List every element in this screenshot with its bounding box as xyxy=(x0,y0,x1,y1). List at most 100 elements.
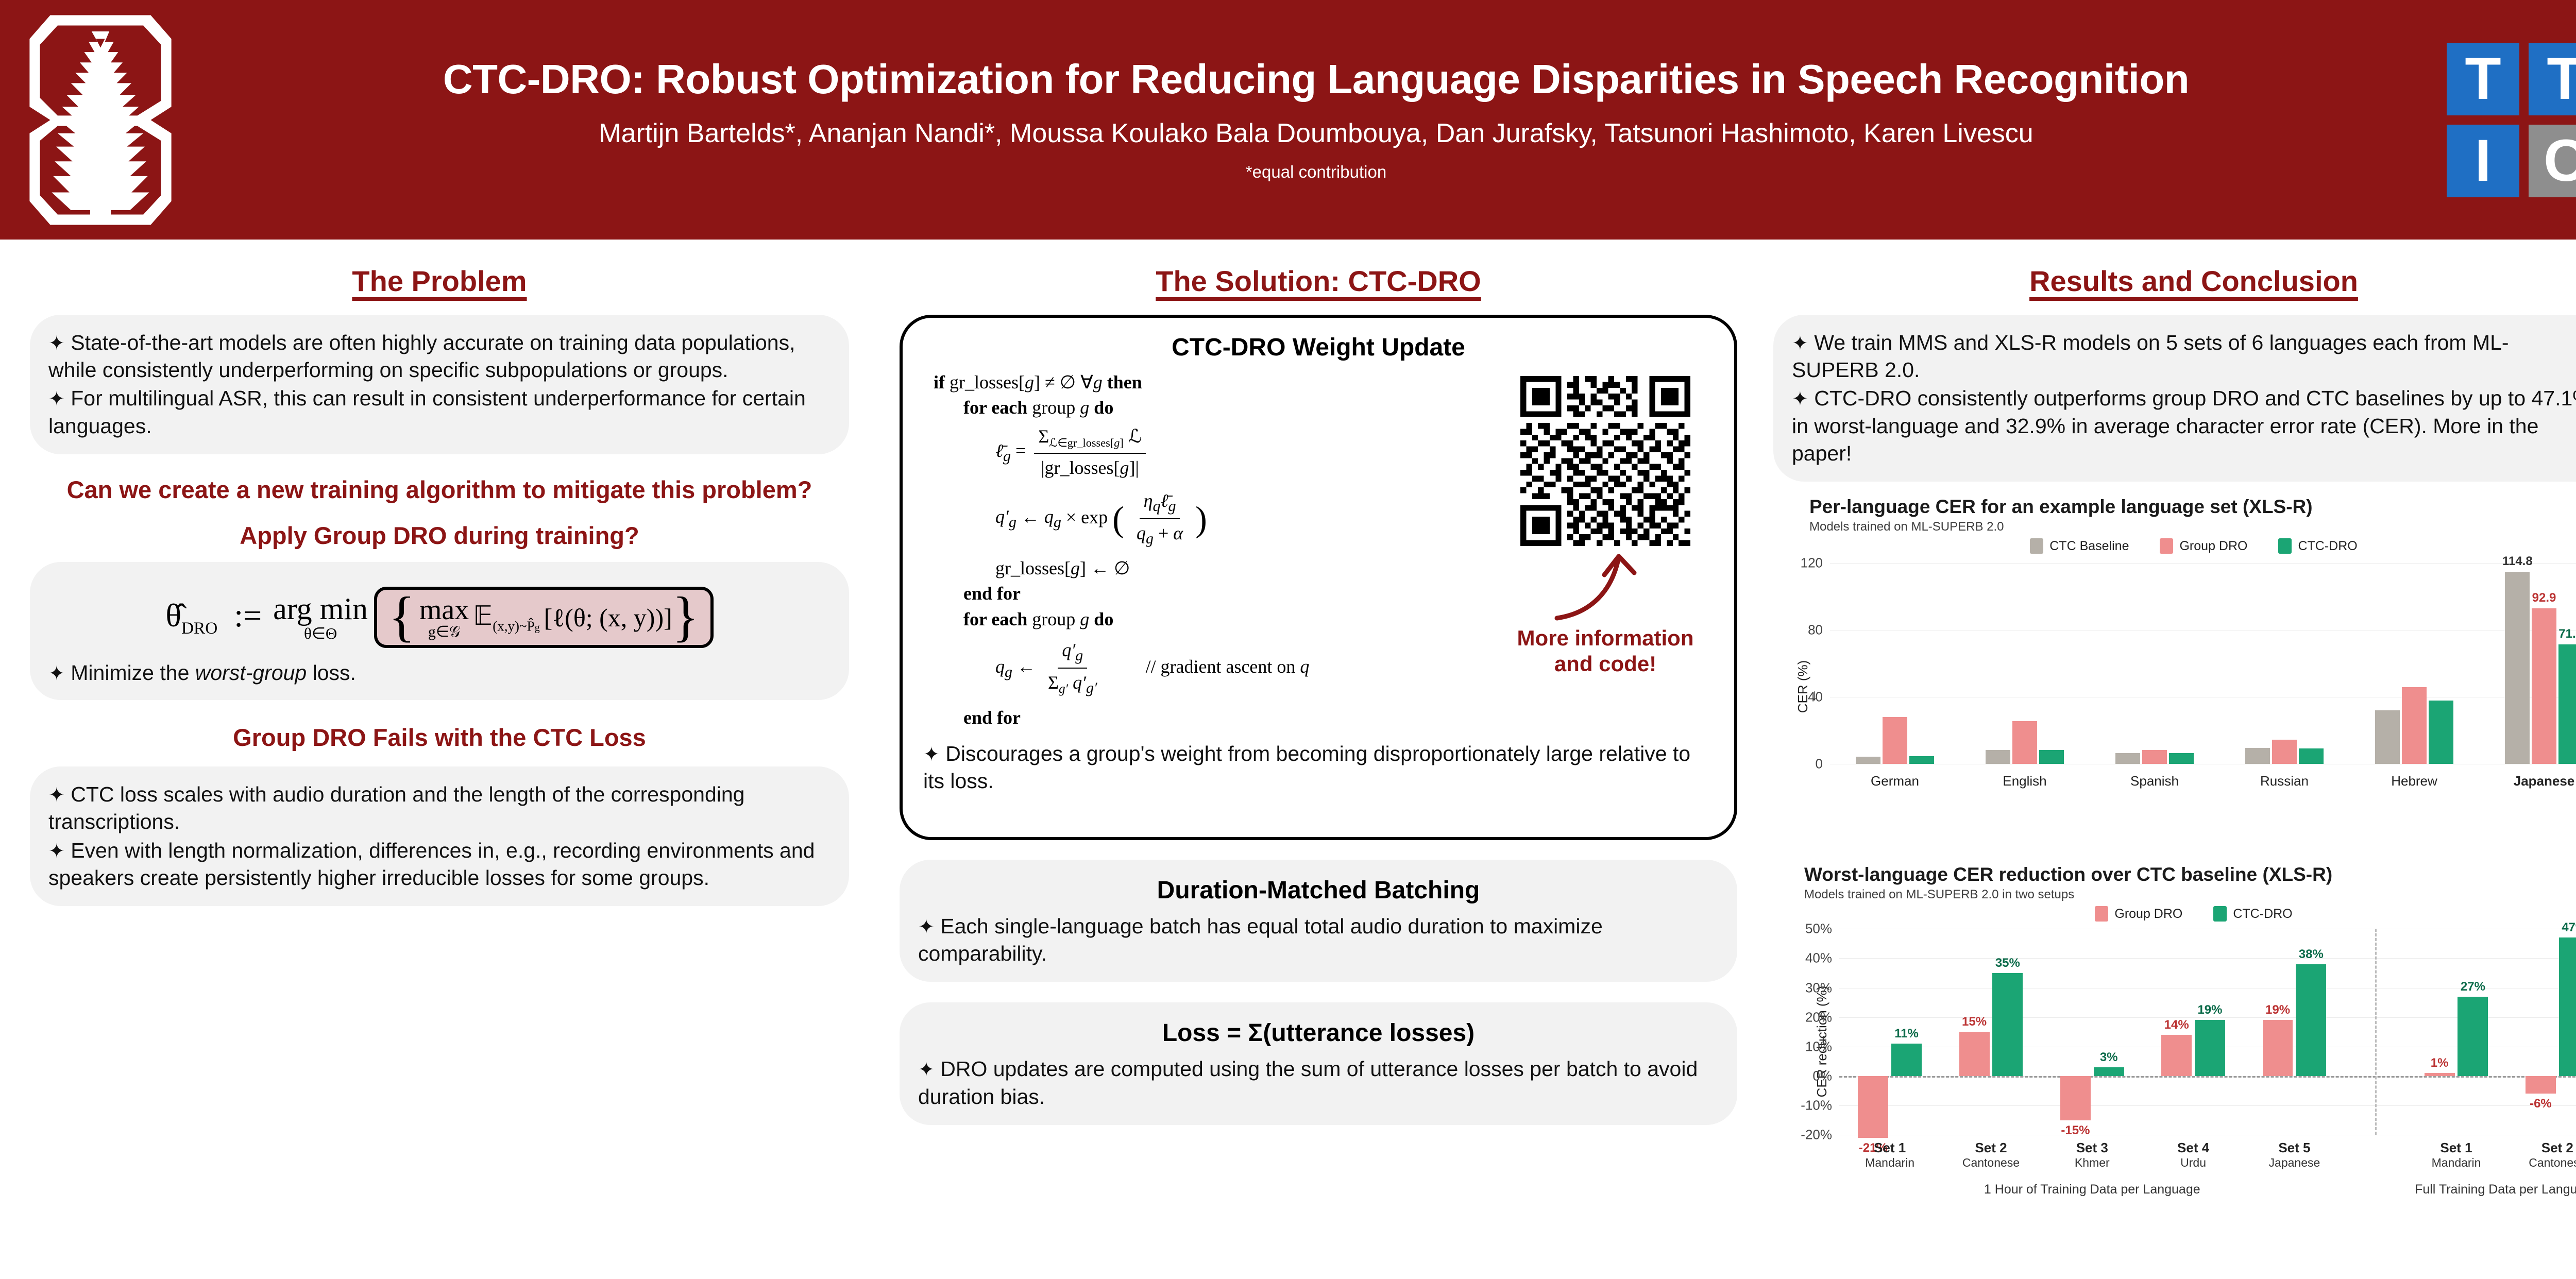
duration-batching-title: Duration-Matched Batching xyxy=(1157,876,1480,904)
fail-bullet-2: ✦ Even with length normalization, differ… xyxy=(48,838,815,890)
chart2-xtick-set: Set 2 xyxy=(2541,1140,2573,1156)
chart1-bar xyxy=(2532,608,2556,764)
chart1-bar-value-label: 114.8 xyxy=(2502,554,2533,569)
chart2-bar xyxy=(2424,1073,2455,1076)
chart2-xtick-lang: Cantonese xyxy=(1962,1156,2020,1170)
legend-swatch-ctc-dro xyxy=(2278,538,2292,554)
chart2-plot: CER reduction (%) ↑ -20% -10% 0% 10% 20% 30% 4… xyxy=(1773,920,2576,1214)
chart2-xtick-lang: Mandarin xyxy=(2431,1156,2481,1170)
chart2-panel-divider xyxy=(2375,929,2377,1135)
chart2-bar xyxy=(2060,1076,2091,1120)
chart2-bar-value-label: 14% xyxy=(2164,1017,2189,1032)
chart2-bar-value-label: 3% xyxy=(2099,1050,2118,1064)
column-problem: The Problem ✦ State-of-the-art models ar… xyxy=(0,240,879,1279)
section-heading-solution: The Solution: CTC-DRO xyxy=(1156,265,1481,297)
legend-swatch-ctc-dro-2 xyxy=(2213,906,2227,922)
results-bullet-1: ✦ We train MMS and XLS-R models on 5 set… xyxy=(1792,330,2509,382)
formula-left-brace: { xyxy=(388,586,415,648)
algo-line-endfor1: end for xyxy=(963,583,1021,604)
algo-line-reset: gr_losses[g] ← ∅ xyxy=(995,557,1130,578)
poster-header: CTC-DRO: Robust Optimization for Reducin… xyxy=(0,0,2576,240)
formula-right-brace: } xyxy=(672,586,699,648)
chart1-bar xyxy=(1883,717,1907,764)
chart2-xtick-lang: Mandarin xyxy=(1865,1156,1915,1170)
formula-max: max g∈𝒢 xyxy=(419,593,469,640)
algorithm-body: if gr_losses[g] ≠ ∅ ∀g then for each gro… xyxy=(923,370,1714,731)
chart2-xtick-set: Set 1 xyxy=(2440,1140,2472,1156)
chart2-ytick: -10% xyxy=(1801,1097,1832,1113)
algorithm-card: CTC-DRO Weight Update if gr_losses[g] ≠ … xyxy=(900,314,1737,840)
ctc-failure-card: ✦ CTC loss scales with audio duration an… xyxy=(30,766,849,907)
chart1-subtitle: Models trained on ML-SUPERB 2.0 xyxy=(1809,520,2004,534)
results-bullet-2: ✦ CTC-DRO consistently outperforms group… xyxy=(1792,386,2576,465)
poster-body: The Problem ✦ State-of-the-art models ar… xyxy=(0,240,2576,1279)
chart2-ytick: 20% xyxy=(1805,1009,1832,1025)
chart2-ytick: 50% xyxy=(1805,920,1832,936)
formula-lhs: θ̂DRO := xyxy=(165,597,262,638)
chart2-xtick: Set 4 Urdu xyxy=(2177,1140,2209,1170)
qr-code[interactable] xyxy=(1520,376,1690,546)
equal-contribution-note: *equal contribution xyxy=(1245,162,1387,182)
chart2-bar xyxy=(2262,1020,2293,1076)
ttic-cell-c: C xyxy=(2529,124,2576,197)
chart2-gridline xyxy=(1839,958,2576,959)
chart2-xtick-lang: Cantonese xyxy=(2529,1156,2576,1170)
chart2-axis: -20% -10% 0% 10% 20% 30% 40% 50% -21% 11% 15% 35% -1… xyxy=(1801,920,2576,1155)
legend-swatch-ctc-baseline xyxy=(2030,538,2044,554)
chart2-gridline xyxy=(1839,1017,2576,1018)
chart2-bar-value-label: 15% xyxy=(1962,1015,1987,1029)
chart1-xtick: English xyxy=(2003,773,2047,789)
chart1-legend-item-1: Group DRO xyxy=(2160,538,2247,554)
chart2-bar-value-label: -6% xyxy=(2530,1097,2552,1111)
ttic-cell-i: I xyxy=(2447,124,2519,197)
loss-sum-title: Loss = Σ(utterance losses) xyxy=(1162,1019,1475,1047)
chart2-xtick-set: Set 3 xyxy=(2076,1140,2108,1156)
curved-arrow-icon xyxy=(1554,554,1637,621)
groupdro-formula: θ̂DRO := arg min θ∈Θ { max g∈𝒢 𝔼(x,y)~P̂… xyxy=(48,586,831,648)
column-results: Results and Conclusion ✦ We train MMS an… xyxy=(1758,240,2576,1279)
duration-batching-bullet: ✦ Each single-language batch has equal t… xyxy=(918,914,1603,965)
chart2-xtick-lang: Urdu xyxy=(2180,1156,2207,1170)
chart1-gridline xyxy=(1830,563,2576,564)
algorithm-title: CTC-DRO Weight Update xyxy=(1172,333,1465,361)
chart1-ylabel-arrow: ↓ xyxy=(1810,687,1818,704)
chart1-bar xyxy=(2142,749,2167,764)
chart2-xtick-set: Set 5 xyxy=(2278,1140,2311,1156)
chart1-bar xyxy=(2012,721,2037,764)
chart2-bar xyxy=(1858,1076,1889,1138)
chart1-bar xyxy=(2115,753,2141,764)
chart1-bar xyxy=(1909,756,1934,764)
chart1-xtick: Spanish xyxy=(2130,773,2179,789)
chart1-bar-value-label: 71.5 xyxy=(2558,626,2576,641)
chart1-bar xyxy=(2039,749,2064,764)
formula-inner-box: { max g∈𝒢 𝔼(x,y)~P̂g [ℓ(θ; (x, y))] } xyxy=(374,586,714,648)
qr-caption: More information and code! xyxy=(1517,625,1694,676)
column-solution: The Solution: CTC-DRO CTC-DRO Weight Upd… xyxy=(879,240,1758,1279)
algo-line-qprime: q′g ← qg × exp ( ηqℓ̄g qg + α ) xyxy=(934,488,1487,550)
chart1-xtick: Russian xyxy=(2260,773,2309,789)
apply-groupdro-heading: Apply Group DRO during training? xyxy=(240,521,639,549)
algorithm-pseudocode: if gr_losses[g] ≠ ∅ ∀g then for each gro… xyxy=(923,370,1487,731)
chart2-panel-caption-1: 1 Hour of Training Data per Language xyxy=(1984,1182,2200,1197)
chart2-xtick: Set 3 Khmer xyxy=(2075,1140,2110,1170)
groupdro-formula-card: θ̂DRO := arg min θ∈Θ { max g∈𝒢 𝔼(x,y)~P̂… xyxy=(30,562,849,701)
ttic-cell-t2: T xyxy=(2529,42,2576,115)
chart2-gridline xyxy=(1839,1105,2576,1106)
chart2-bar-value-label: 27% xyxy=(2460,979,2485,994)
loss-sum-bullet: ✦ DRO updates are computed using the sum… xyxy=(918,1057,1698,1109)
section-heading-problem: The Problem xyxy=(352,265,527,297)
problem-card: ✦ State-of-the-art models are often high… xyxy=(30,314,849,454)
duration-batching-card: Duration-Matched Batching ✦ Each single-… xyxy=(900,859,1737,982)
chart2-bar-value-label: 38% xyxy=(2298,947,2324,961)
chart2-bar xyxy=(1992,973,2023,1076)
section-heading-results: Results and Conclusion xyxy=(2029,265,2358,297)
groupdro-fails-heading: Group DRO Fails with the CTC Loss xyxy=(233,724,646,752)
chart1-legend-item-0: CTC Baseline xyxy=(2030,538,2129,554)
chart1-bar-value-label: 92.9 xyxy=(2532,591,2556,605)
chart2-legend-item-0: Group DRO xyxy=(2095,906,2182,922)
chart2-bar xyxy=(2195,1020,2225,1076)
chart2-bar xyxy=(1959,1032,1990,1076)
chart1-bar xyxy=(2375,710,2400,764)
chart2-bar-value-label: 11% xyxy=(1894,1027,1919,1041)
